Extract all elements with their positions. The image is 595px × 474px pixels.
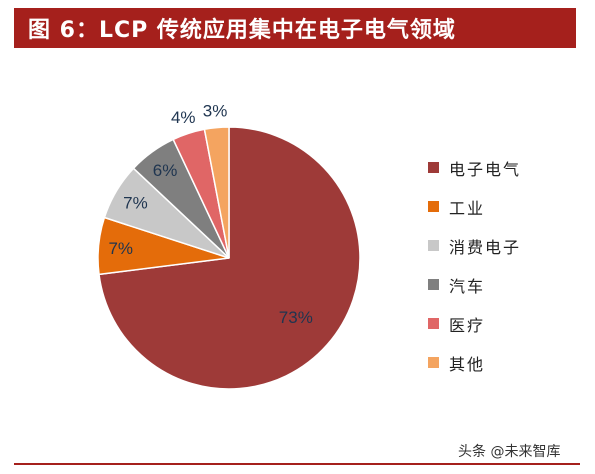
legend-swatch-4 [428,318,439,329]
legend-label-4: 医疗 [449,315,486,335]
legend-swatch-3 [428,279,439,290]
bottom-divider [14,463,580,465]
chart-legend: 电子电气工业消费电子汽车医疗其他 [428,148,578,382]
legend-item-0: 电子电气 [428,148,578,187]
data-label-2: 7% [123,194,148,213]
pie-slice-5 [203,126,230,259]
legend-label-3: 汽车 [449,276,486,296]
legend-label-0: 电子电气 [449,159,522,179]
legend-item-2: 消费电子 [428,226,578,265]
data-label-4: 4% [171,108,196,127]
data-label-3: 6% [153,161,178,180]
legend-item-5: 其他 [428,343,578,382]
data-label-5: 3% [203,102,228,121]
legend-item-1: 工业 [428,187,578,226]
legend-label-2: 消费电子 [449,237,522,257]
chart-title: 图 6：LCP 传统应用集中在电子电气领域 [28,18,456,43]
legend-swatch-1 [428,201,439,212]
legend-item-3: 汽车 [428,265,578,304]
legend-swatch-5 [428,357,439,368]
legend-label-5: 其他 [449,354,486,374]
data-label-0: 73% [279,308,313,327]
data-label-1: 7% [108,239,133,258]
legend-swatch-0 [428,162,439,173]
title-bar: 图 6：LCP 传统应用集中在电子电气领域 [14,8,576,48]
legend-label-1: 工业 [449,198,486,218]
legend-swatch-2 [428,240,439,251]
legend-item-4: 医疗 [428,304,578,343]
watermark: 头条 @未来智库 [458,444,561,460]
